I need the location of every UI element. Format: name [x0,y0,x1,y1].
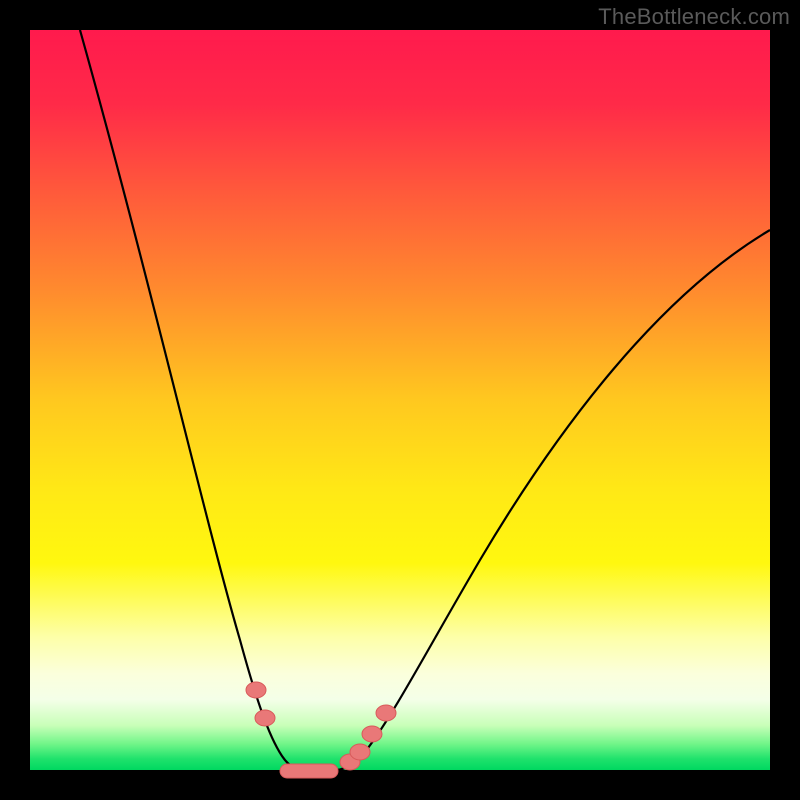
marker-right-1 [350,744,370,760]
marker-left-1 [255,710,275,726]
marker-right-3 [376,705,396,721]
chart-svg [0,0,800,800]
marker-left-0 [246,682,266,698]
plot-area [30,30,770,770]
chart-container: TheBottleneck.com [0,0,800,800]
watermark-text: TheBottleneck.com [598,4,790,30]
marker-right-2 [362,726,382,742]
marker-bottom-bar [280,764,338,778]
